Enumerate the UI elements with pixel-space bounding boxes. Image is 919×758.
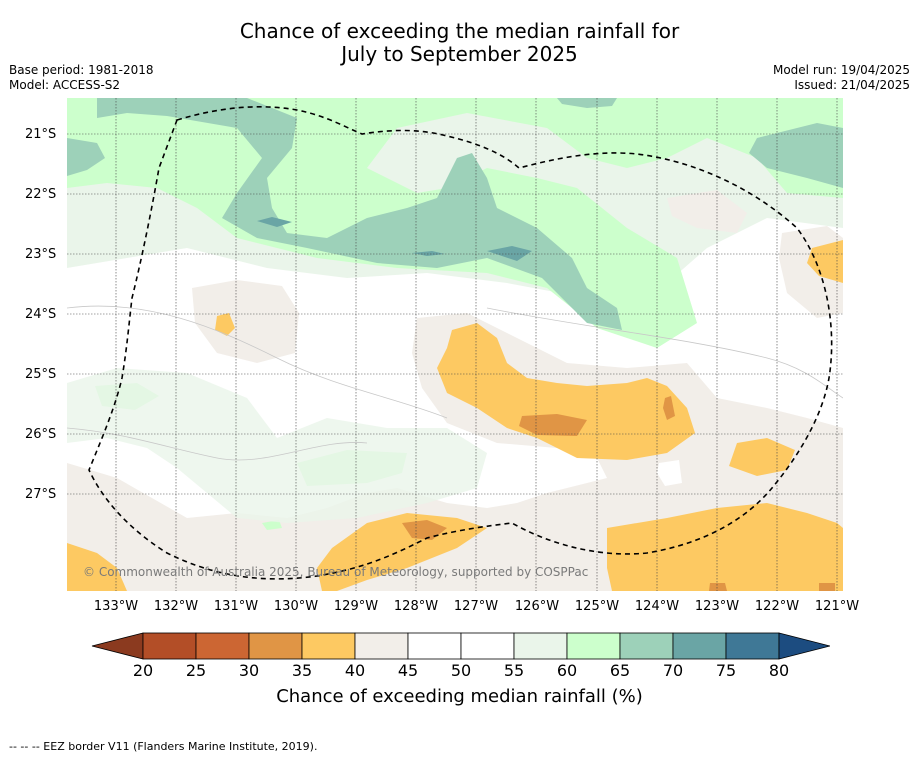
lon-label-122: 122°W bbox=[754, 599, 800, 614]
colorbar-bin-70 bbox=[672, 632, 727, 660]
lat-label-23: 23°S bbox=[25, 247, 57, 262]
lon-label-129: 129°W bbox=[333, 599, 379, 614]
lat-label-21: 21°S bbox=[25, 127, 57, 142]
eez-footnote: -- -- -- EEZ border V11 (Flanders Marine… bbox=[9, 740, 318, 753]
map-canvas bbox=[67, 98, 843, 591]
colorbar-bin-45 bbox=[407, 632, 462, 660]
colorbar-tick-40: 40 bbox=[344, 661, 366, 680]
colorbar-bin-60 bbox=[566, 632, 621, 660]
lat-label-27: 27°S bbox=[25, 487, 57, 502]
lon-label-131: 131°W bbox=[213, 599, 259, 614]
colorbar-tick-80: 80 bbox=[768, 661, 790, 680]
colorbar-bin-55 bbox=[513, 632, 568, 660]
colorbar-tick-65: 65 bbox=[609, 661, 631, 680]
colorbar-label: Chance of exceeding median rainfall (%) bbox=[276, 686, 643, 707]
colorbar-bin-40 bbox=[354, 632, 409, 660]
graticule bbox=[67, 98, 843, 591]
lon-label-124: 124°W bbox=[634, 599, 680, 614]
colorbar-extend-low bbox=[91, 632, 144, 660]
issued-date: Issued: 21/04/2025 bbox=[794, 78, 910, 92]
meta-left: Base period: 1981-2018 Model: ACCESS-S2 bbox=[9, 63, 154, 93]
eez-border bbox=[88, 106, 833, 580]
colorbar-tick-30: 30 bbox=[238, 661, 260, 680]
colorbar-tick-35: 35 bbox=[291, 661, 313, 680]
colorbar-tick-25: 25 bbox=[185, 661, 207, 680]
lon-label-123: 123°W bbox=[694, 599, 740, 614]
colorbar-bin-20 bbox=[142, 632, 197, 660]
lon-label-127: 127°W bbox=[453, 599, 499, 614]
colorbar-tick-45: 45 bbox=[397, 661, 419, 680]
lon-label-126: 126°W bbox=[514, 599, 560, 614]
model-name: Model: ACCESS-S2 bbox=[9, 78, 121, 92]
colorbar-bin-50 bbox=[460, 632, 515, 660]
base-period: Base period: 1981-2018 bbox=[9, 63, 154, 77]
colorbar-tick-60: 60 bbox=[556, 661, 578, 680]
lon-label-130: 130°W bbox=[273, 599, 319, 614]
lat-label-22: 22°S bbox=[25, 187, 57, 202]
colorbar bbox=[91, 632, 830, 660]
colorbar-bin-65 bbox=[619, 632, 674, 660]
model-run: Model run: 19/04/2025 bbox=[772, 63, 910, 77]
colorbar-bin-30 bbox=[248, 632, 303, 660]
colorbar-bin-75 bbox=[725, 632, 780, 660]
colorbar-tick-50: 50 bbox=[450, 661, 472, 680]
lon-label-132: 132°W bbox=[153, 599, 199, 614]
colorbar-tick-75: 75 bbox=[715, 661, 737, 680]
rainfall-map: © Commonwealth of Australia 2025, Bureau… bbox=[67, 98, 843, 591]
lat-label-25: 25°S bbox=[25, 367, 57, 382]
map-title-line2: July to September 2025 bbox=[341, 42, 578, 66]
lat-label-26: 26°S bbox=[25, 427, 57, 442]
lon-label-121: 121°W bbox=[814, 599, 860, 614]
map-title-line1: Chance of exceeding the median rainfall … bbox=[239, 19, 680, 43]
copyright-notice: © Commonwealth of Australia 2025, Bureau… bbox=[83, 565, 589, 579]
lon-label-125: 125°W bbox=[574, 599, 620, 614]
lon-label-128: 128°W bbox=[393, 599, 439, 614]
colorbar-tick-70: 70 bbox=[662, 661, 684, 680]
meta-right: Model run: 19/04/2025 Issued: 21/04/2025 bbox=[773, 63, 910, 93]
colorbar-tick-55: 55 bbox=[503, 661, 525, 680]
colorbar-extend-high bbox=[778, 632, 830, 660]
lon-label-133: 133°W bbox=[93, 599, 139, 614]
colorbar-bin-25 bbox=[195, 632, 250, 660]
colorbar-bin-35 bbox=[301, 632, 356, 660]
colorbar-tick-20: 20 bbox=[132, 661, 154, 680]
lat-label-24: 24°S bbox=[25, 307, 57, 322]
